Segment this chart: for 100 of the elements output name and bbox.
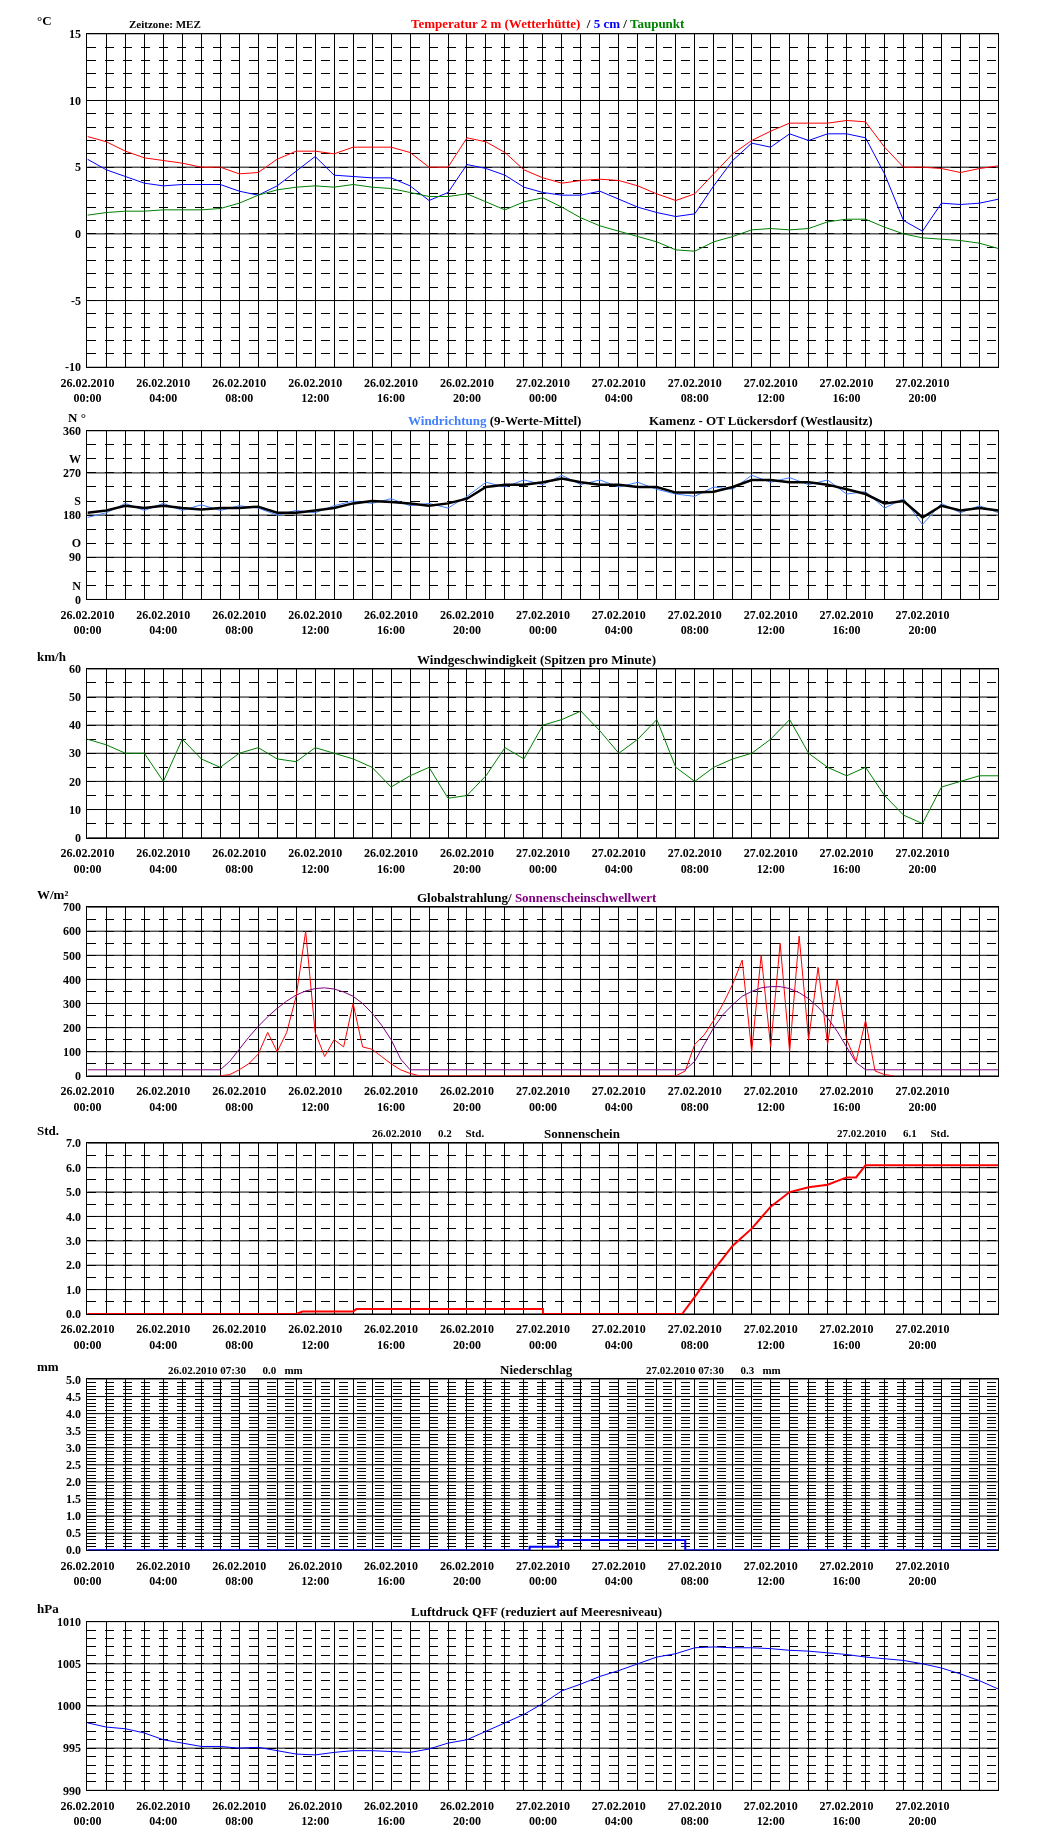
y-axis-title: Std.: [37, 1123, 60, 1138]
x-tick-label: 27.02.2010 04:00: [591, 607, 646, 638]
x-tick-label: 26.02.2010 12:00: [288, 375, 343, 406]
y-axis-title: hPa: [37, 1601, 60, 1616]
y-tick-label: 4.5: [66, 1389, 82, 1404]
y-tick-label: 5.0: [66, 1372, 82, 1387]
x-tick-label: 26.02.2010 08:00: [212, 1322, 267, 1352]
text: 5 cm /: [593, 16, 628, 31]
x-tick-label: 27.02.2010 08:00: [667, 1558, 722, 1589]
y-tick-label: 300: [63, 996, 82, 1011]
y-tick-label: 0: [75, 227, 82, 242]
x-tick-label: 26.02.2010 04:00: [136, 1322, 191, 1352]
x-tick-label: 26.02.2010 20:00: [439, 375, 494, 406]
x-tick-label: 27.02.2010 12:00: [743, 846, 798, 876]
y-tick-label: 1.0: [66, 1282, 82, 1297]
chart-title: Luftdruck QFF (reduziert auf Meeresniveau): [411, 1604, 663, 1619]
y-axis-title: °C: [37, 13, 52, 28]
text: Zeitzone: MEZ: [129, 18, 201, 30]
x-tick-label: 27.02.2010 20:00: [895, 1322, 950, 1352]
y-tick-label: -5: [71, 293, 82, 308]
y-tick-label: 0: [75, 830, 82, 845]
x-tick-label: 26.02.2010 00:00: [60, 1798, 115, 1829]
x-tick-label: 27.02.2010 00:00: [515, 1558, 570, 1589]
y-tick-label: -10: [65, 360, 82, 375]
x-tick-label: 27.02.2010 16:00: [819, 1558, 874, 1589]
x-tick-label: 26.02.2010 12:00: [288, 1798, 343, 1829]
x-tick-label: 26.02.2010 08:00: [212, 375, 267, 406]
y-tick-label: 995: [63, 1741, 82, 1756]
y-tick-label: S: [74, 494, 82, 509]
y-tick-label: 15: [69, 26, 82, 41]
x-tick-label: 27.02.2010 16:00: [819, 846, 874, 876]
y-tick-label: 60: [69, 662, 82, 677]
x-tick-label: 26.02.2010 04:00: [136, 1084, 191, 1114]
x-tick-label: 26.02.2010 00:00: [60, 375, 115, 406]
chart-title: Sonnenschein: [544, 1126, 621, 1141]
y-tick-label: 600: [63, 924, 82, 939]
line-series: [87, 184, 999, 252]
y-tick-label: 0.0: [66, 1307, 82, 1322]
x-tick-label: 27.02.2010 16:00: [819, 607, 874, 638]
y-axis-title: N °: [68, 410, 86, 425]
x-tick-label: 26.02.2010 04:00: [136, 1558, 191, 1589]
y-tick-label: 3.0: [66, 1440, 82, 1455]
y-tick-label: 10: [69, 802, 82, 817]
x-tick-label: 26.02.2010 20:00: [439, 1322, 494, 1352]
x-tick-label: 27.02.2010 00:00: [515, 846, 570, 876]
y-tick-label: 500: [63, 948, 82, 963]
x-tick-label: 26.02.2010 20:00: [439, 846, 494, 876]
x-tick-label: 27.02.2010 04:00: [591, 1558, 646, 1589]
text: Taupunkt: [629, 16, 686, 31]
x-tick-label: 27.02.2010 08:00: [667, 375, 722, 406]
y-tick-label: 400: [63, 972, 82, 987]
line-series: [87, 710, 999, 825]
y-tick-label: 1.0: [66, 1509, 82, 1524]
text: 26.02.2010 07:30 0.0 mm: [168, 1364, 303, 1376]
x-tick-label: 26.02.2010 20:00: [439, 1558, 494, 1589]
y-tick-label: 4.0: [66, 1406, 82, 1421]
x-tick-label: 27.02.2010 12:00: [743, 1558, 798, 1589]
y-tick-label: 360: [63, 423, 82, 438]
y-tick-label: 700: [63, 900, 82, 915]
chart-title: Globalstrahlung/: [417, 890, 512, 905]
x-tick-label: 26.02.2010 12:00: [288, 1322, 343, 1352]
y-tick-label: N: [72, 578, 82, 593]
y-axis-title: mm: [37, 1359, 59, 1374]
y-tick-label: 40: [69, 718, 82, 733]
x-tick-label: 27.02.2010 20:00: [895, 846, 950, 876]
text: (9-Werte-Mittel): [489, 413, 582, 428]
y-tick-label: 100: [63, 1044, 82, 1059]
x-tick-label: 27.02.2010 00:00: [515, 607, 570, 638]
y-tick-label: 90: [69, 550, 82, 565]
text: Temperatur 2 m (Wetterhütte) /: [411, 16, 591, 31]
y-tick-label: 5: [75, 160, 82, 175]
x-tick-label: 27.02.2010 00:00: [515, 375, 570, 406]
x-tick-label: 26.02.2010 16:00: [364, 1322, 419, 1352]
x-tick-label: 26.02.2010 04:00: [136, 846, 191, 876]
text: 27.02.2010 6.1 Std.: [837, 1127, 950, 1139]
y-tick-label: 3.0: [66, 1234, 82, 1249]
x-tick-label: 26.02.2010 00:00: [60, 607, 115, 638]
line-series: [87, 1646, 999, 1756]
x-tick-label: 26.02.2010 08:00: [212, 1558, 267, 1589]
x-tick-label: 26.02.2010 04:00: [136, 607, 191, 638]
x-tick-label: 26.02.2010 20:00: [439, 607, 494, 638]
x-tick-label: 27.02.2010 08:00: [667, 1798, 722, 1829]
x-tick-label: 27.02.2010 20:00: [895, 607, 950, 638]
y-tick-label: 3.5: [66, 1423, 82, 1438]
y-tick-label: 0.5: [66, 1526, 82, 1541]
x-tick-label: 27.02.2010 08:00: [667, 607, 722, 638]
x-tick-label: 27.02.2010 12:00: [743, 1084, 798, 1114]
x-tick-label: 27.02.2010 20:00: [895, 375, 950, 406]
x-tick-label: 26.02.2010 08:00: [212, 1798, 267, 1829]
x-tick-label: 26.02.2010 08:00: [212, 1084, 267, 1114]
x-tick-label: 26.02.2010 20:00: [439, 1798, 494, 1829]
y-tick-label: 2.0: [66, 1475, 82, 1490]
x-tick-label: 27.02.2010 12:00: [743, 607, 798, 638]
x-tick-label: 26.02.2010 16:00: [364, 1084, 419, 1114]
x-tick-label: 27.02.2010 04:00: [591, 1798, 646, 1829]
y-tick-label: 990: [63, 1783, 82, 1798]
y-tick-label: 5.0: [66, 1185, 82, 1200]
x-tick-label: 26.02.2010 00:00: [60, 1558, 115, 1589]
text: 27.02.2010 07:30 0.3 mm: [646, 1364, 781, 1376]
y-tick-label: 6.0: [66, 1160, 82, 1175]
